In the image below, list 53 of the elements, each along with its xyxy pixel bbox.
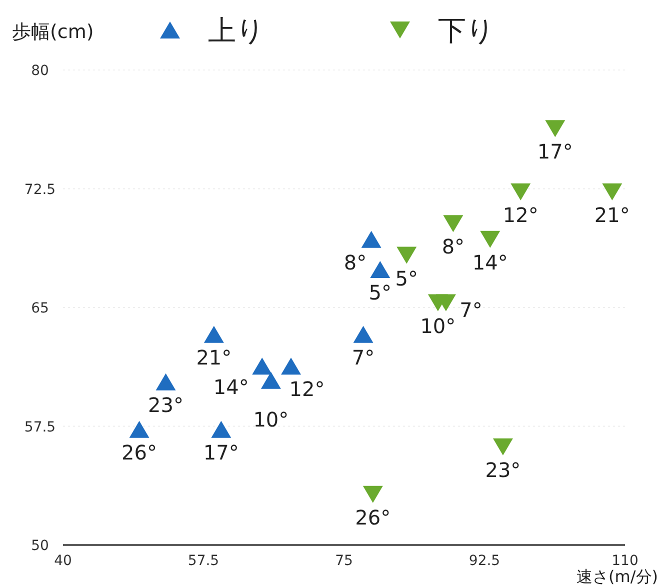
x-tick-label: 40 bbox=[54, 553, 72, 569]
annotation: 8° bbox=[344, 250, 367, 274]
y-tick-label: 80 bbox=[31, 63, 49, 79]
annotation: 8° bbox=[442, 234, 465, 259]
y-tick-label: 65 bbox=[31, 300, 49, 316]
point bbox=[436, 294, 456, 312]
point bbox=[480, 230, 500, 248]
x-tick-label: 75 bbox=[335, 553, 353, 569]
legend-label: 上り bbox=[208, 14, 265, 47]
annotation: 23° bbox=[148, 392, 184, 417]
point bbox=[362, 486, 383, 503]
y-tick-label: 57.5 bbox=[24, 419, 56, 436]
annotation: 10° bbox=[420, 314, 456, 338]
annotation: 12° bbox=[502, 202, 538, 227]
annotation: 23° bbox=[485, 458, 521, 482]
point bbox=[204, 326, 224, 343]
x-axis-title: 速さ(m/分) bbox=[576, 567, 658, 586]
point bbox=[492, 438, 513, 456]
legend-label: 下り bbox=[438, 14, 495, 47]
annotation: 26° bbox=[122, 440, 157, 464]
point bbox=[252, 358, 272, 375]
point bbox=[602, 183, 622, 200]
point bbox=[281, 358, 302, 375]
annotation: 21° bbox=[196, 345, 232, 370]
annotation: 17° bbox=[537, 140, 573, 164]
annotation: 14° bbox=[213, 375, 249, 400]
annotation: 14° bbox=[472, 250, 508, 274]
annotation: 10° bbox=[253, 407, 289, 432]
annotation: 26° bbox=[355, 505, 391, 530]
x-tick-label: 57.5 bbox=[188, 553, 220, 569]
point bbox=[211, 420, 232, 438]
point bbox=[510, 183, 531, 200]
annotation: 7° bbox=[352, 345, 375, 370]
annotation: 7° bbox=[460, 298, 482, 322]
point bbox=[129, 420, 150, 438]
point bbox=[370, 261, 390, 278]
point bbox=[396, 246, 417, 264]
x-tick-label: 92.5 bbox=[468, 553, 500, 569]
point bbox=[443, 215, 464, 232]
y-tick-label: 50 bbox=[31, 538, 49, 554]
y-tick-label: 72.5 bbox=[24, 182, 56, 198]
point bbox=[353, 326, 374, 343]
point bbox=[545, 120, 566, 138]
annotation: 12° bbox=[289, 377, 325, 402]
annotation: 21° bbox=[594, 202, 630, 227]
point bbox=[260, 372, 281, 389]
annotation: 5° bbox=[395, 266, 418, 290]
point bbox=[156, 373, 176, 390]
annotation: 17° bbox=[203, 440, 239, 464]
point bbox=[361, 230, 382, 248]
y-axis-title: 歩幅(cm) bbox=[12, 21, 94, 43]
x-tick-label: 110 bbox=[612, 553, 638, 569]
annotation: 5° bbox=[368, 280, 392, 304]
